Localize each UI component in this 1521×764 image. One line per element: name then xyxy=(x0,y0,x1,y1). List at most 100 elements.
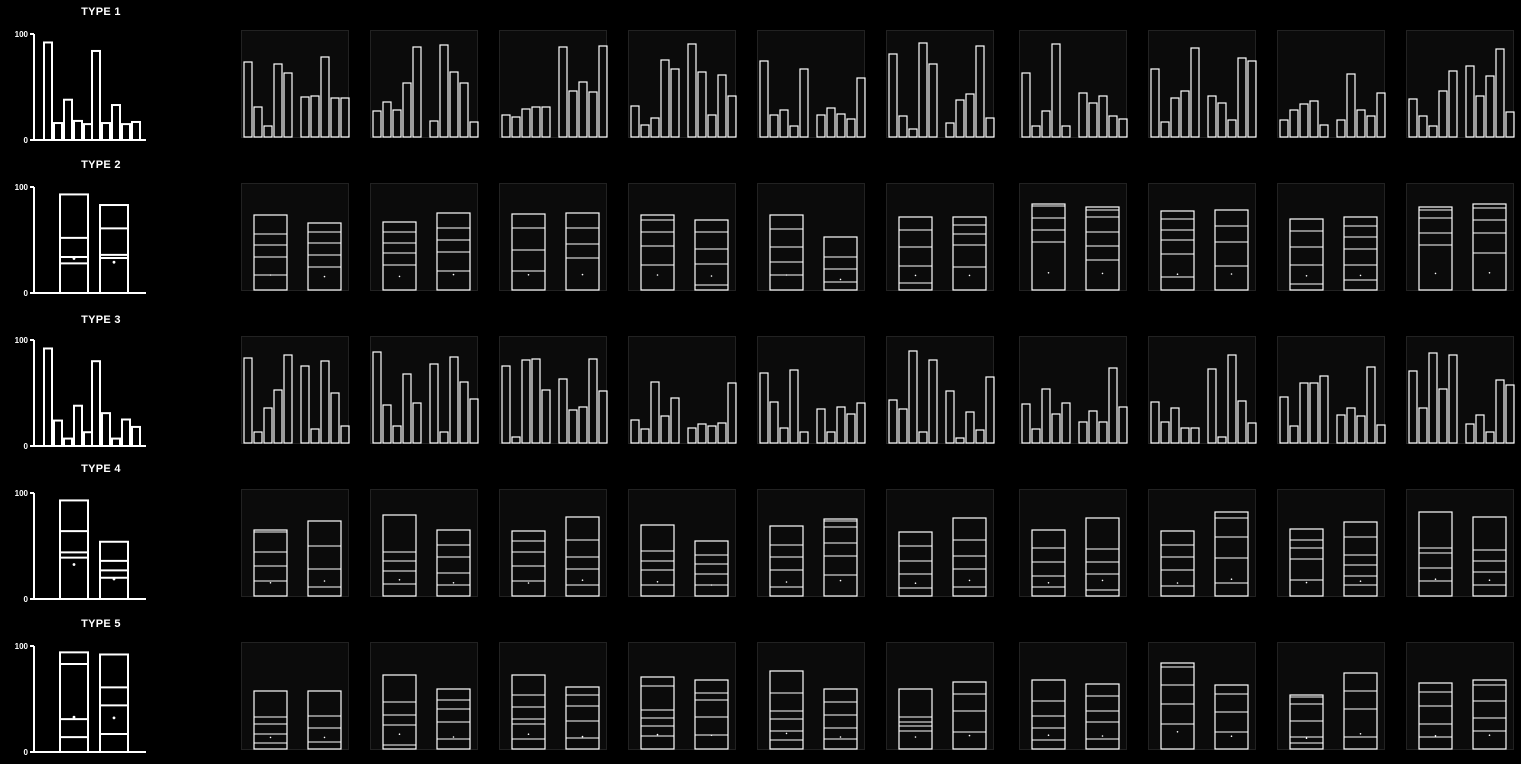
y-tick-label: 100 xyxy=(15,642,29,651)
sample-panel xyxy=(370,336,479,444)
bar xyxy=(928,63,938,138)
bar xyxy=(1505,111,1515,138)
sample-chart xyxy=(1289,216,1378,291)
bar xyxy=(131,425,141,447)
marker-dot xyxy=(398,579,401,581)
bar xyxy=(1438,90,1448,138)
bar xyxy=(630,105,640,138)
sample-chart xyxy=(769,518,858,597)
marker-dot xyxy=(1305,275,1308,277)
sample-panel xyxy=(241,30,350,138)
marker-dot xyxy=(1434,735,1437,737)
sample-panel xyxy=(370,30,479,138)
marker-dot xyxy=(398,275,401,278)
bar xyxy=(449,71,459,138)
y-tick-label: 100 xyxy=(15,183,29,192)
sample-panel xyxy=(757,489,865,597)
type-title: TYPE 2 xyxy=(81,159,121,171)
bar xyxy=(501,114,511,138)
stacked-bar xyxy=(1418,511,1453,597)
stacked-bar xyxy=(769,525,804,597)
bar xyxy=(243,357,253,444)
stacked-bar xyxy=(307,520,342,597)
bar xyxy=(630,419,640,444)
sample-panel xyxy=(241,183,349,291)
sample-chart xyxy=(769,670,858,750)
bar xyxy=(1346,407,1356,444)
marker-dot xyxy=(269,582,272,584)
bar xyxy=(1170,97,1180,138)
bar xyxy=(1170,407,1180,444)
sample-panel xyxy=(1019,336,1128,444)
bar xyxy=(670,68,680,138)
sample-chart xyxy=(253,214,342,291)
sample-panel xyxy=(1148,489,1256,597)
stacked-bar xyxy=(382,674,417,750)
bar xyxy=(1505,384,1515,444)
bar xyxy=(1237,57,1247,138)
sample-chart xyxy=(640,214,729,291)
y-tick-label: 0 xyxy=(24,595,29,604)
bar xyxy=(1078,92,1088,138)
bar xyxy=(101,122,111,141)
bar xyxy=(1051,413,1061,444)
sample-chart xyxy=(1279,73,1386,138)
y-tick-label: 0 xyxy=(24,442,29,451)
bar xyxy=(717,74,727,138)
sample-chart xyxy=(898,517,987,597)
bar xyxy=(121,123,131,141)
stacked-bar xyxy=(511,674,546,750)
marker-dot xyxy=(581,735,584,738)
bar xyxy=(469,398,479,444)
bar xyxy=(1217,102,1227,138)
bar xyxy=(1485,431,1495,444)
bar xyxy=(1495,48,1505,138)
stacked-bar xyxy=(1289,218,1324,291)
bar xyxy=(697,423,707,444)
sample-chart xyxy=(511,516,600,597)
sample-panel xyxy=(1406,489,1514,597)
bar xyxy=(1495,379,1505,444)
marker-dot xyxy=(785,581,788,583)
bar xyxy=(697,71,707,138)
sample-panel xyxy=(499,642,607,750)
marker-dot xyxy=(839,579,842,582)
stacked-bar xyxy=(1343,672,1378,750)
stacked-bar xyxy=(694,540,729,597)
marker-dot xyxy=(1305,737,1308,739)
bar xyxy=(1041,388,1051,444)
marker-dot xyxy=(710,275,713,277)
marker-dot xyxy=(581,273,584,276)
chart-row-type-2: TYPE 2 100 0 xyxy=(0,153,1521,305)
bar xyxy=(263,407,273,444)
bar xyxy=(511,436,521,444)
sample-chart xyxy=(640,676,729,750)
sample-panel xyxy=(241,336,350,444)
bar xyxy=(846,413,856,444)
sample-chart xyxy=(1418,511,1507,597)
sample-panel xyxy=(241,642,349,750)
reference-chart: 100 0 xyxy=(15,30,146,145)
bar xyxy=(1150,68,1160,138)
bar xyxy=(1150,401,1160,444)
sample-panel xyxy=(757,30,866,138)
marker-dot xyxy=(914,736,917,738)
bar xyxy=(789,125,799,138)
stacked-bar xyxy=(952,681,987,750)
bar xyxy=(888,399,898,444)
type-title: TYPE 3 xyxy=(81,314,121,326)
type-title: TYPE 5 xyxy=(81,618,121,630)
sample-chart xyxy=(1031,203,1120,291)
bar xyxy=(1021,403,1031,444)
bar xyxy=(1118,118,1128,138)
bar xyxy=(1078,421,1088,444)
bar xyxy=(412,46,422,138)
stacked-bar xyxy=(694,219,729,291)
marker-dot xyxy=(323,736,326,739)
bar xyxy=(273,63,283,138)
marker-dot xyxy=(1176,582,1179,584)
bar xyxy=(449,356,459,444)
sample-chart xyxy=(759,60,866,138)
sample-panel xyxy=(370,489,478,597)
stacked-bar xyxy=(307,690,342,750)
